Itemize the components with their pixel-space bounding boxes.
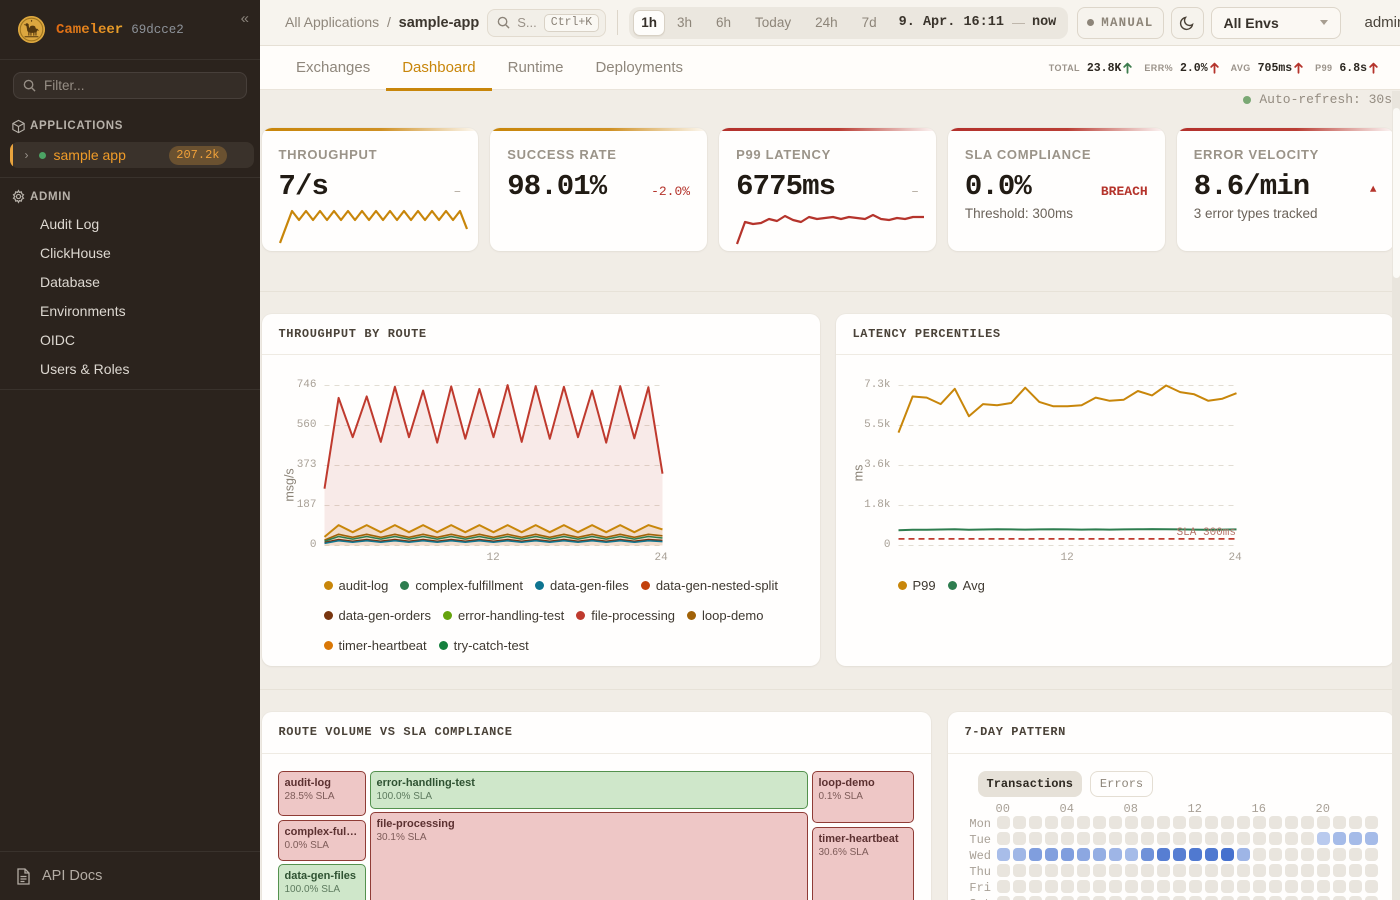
svg-text:SLA 300ms: SLA 300ms [1176, 527, 1235, 539]
